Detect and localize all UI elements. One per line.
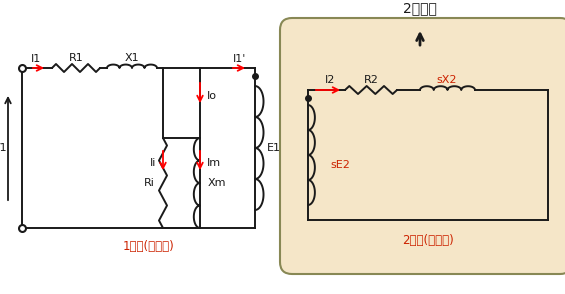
Text: R2: R2 [363, 75, 379, 85]
Text: Xm: Xm [208, 178, 227, 188]
Text: 1차측(고정자): 1차측(고정자) [123, 240, 175, 253]
Text: V1: V1 [0, 143, 7, 153]
Text: Io: Io [207, 91, 217, 101]
Text: Im: Im [207, 158, 221, 168]
Text: I2: I2 [325, 75, 335, 85]
Text: R1: R1 [68, 53, 84, 63]
Text: X1: X1 [125, 53, 140, 63]
Text: 2차저항: 2차저항 [403, 1, 437, 15]
Text: I1: I1 [31, 54, 41, 64]
Text: sE2: sE2 [330, 160, 350, 170]
Text: 2차측(회전자): 2차측(회전자) [402, 233, 454, 246]
Text: E1: E1 [267, 143, 281, 153]
FancyBboxPatch shape [280, 18, 565, 274]
Text: Ri: Ri [144, 178, 155, 188]
Text: I1': I1' [233, 54, 247, 64]
Text: sX2: sX2 [437, 75, 457, 85]
Text: Ii: Ii [150, 158, 156, 168]
